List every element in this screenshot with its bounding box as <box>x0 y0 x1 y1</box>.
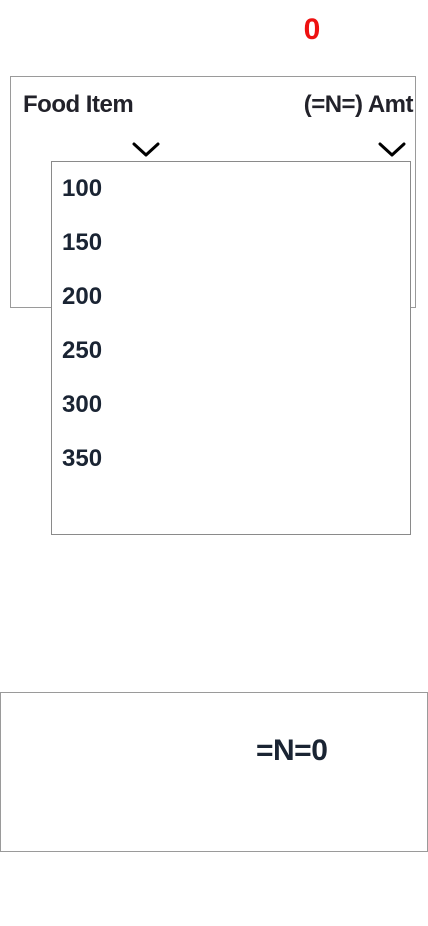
amount-header: (=N=) Amt <box>303 91 414 118</box>
amount-option-200[interactable]: 200 <box>62 283 103 310</box>
chevron-down-icon <box>132 142 160 157</box>
amount-option-350[interactable]: 350 <box>62 445 103 472</box>
food-item-select-chevron-down-icon[interactable] <box>131 141 161 159</box>
amount-option-300[interactable]: 300 <box>62 391 103 418</box>
amount-dropdown-list: 100 150 200 250 300 350 <box>51 161 411 535</box>
total-box: =N=0 <box>0 692 428 852</box>
amount-option-100[interactable]: 100 <box>62 175 103 202</box>
amount-option-150[interactable]: 150 <box>62 229 103 256</box>
amount-option-250[interactable]: 250 <box>62 337 103 364</box>
total-amount: =N=0 <box>256 734 328 767</box>
chevron-down-icon <box>378 142 406 157</box>
amount-select-chevron-down-icon[interactable] <box>377 141 407 159</box>
food-item-header: Food Item <box>23 91 134 118</box>
item-count: 0 <box>303 13 321 46</box>
